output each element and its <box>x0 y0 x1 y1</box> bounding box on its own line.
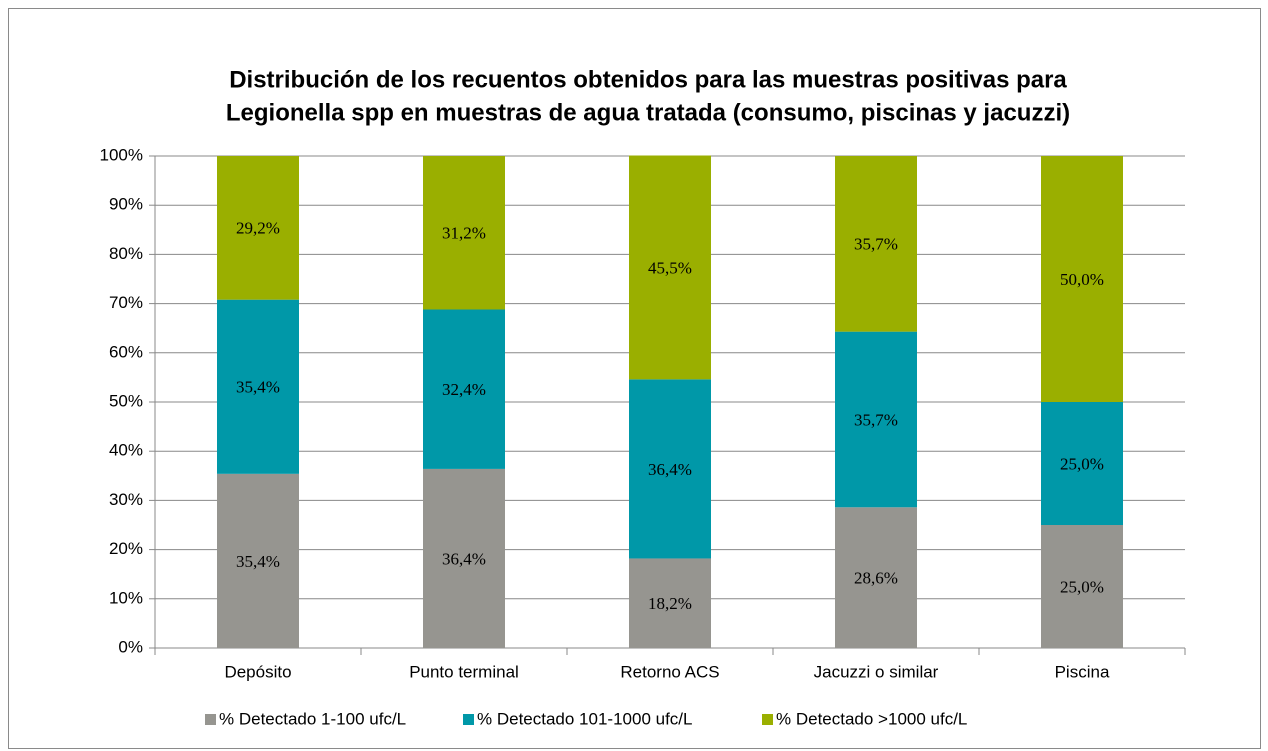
bar-segment <box>835 507 917 648</box>
value-label: 25,0% <box>1060 577 1104 596</box>
value-label: 36,4% <box>442 549 486 568</box>
legend-label: % Detectado >1000 ufc/L <box>776 709 967 728</box>
y-tick-label: 10% <box>109 588 143 607</box>
bar-segment <box>835 331 917 508</box>
x-tick-label: Jacuzzi o similar <box>814 662 939 681</box>
value-label: 35,4% <box>236 378 280 397</box>
value-label: 50,0% <box>1060 270 1104 289</box>
bar-segment <box>423 156 505 310</box>
value-label: 35,7% <box>854 235 898 254</box>
bar-segment <box>423 468 505 648</box>
x-tick-label: Depósito <box>224 662 291 681</box>
y-tick-label: 30% <box>109 490 143 509</box>
bar-segment <box>1041 525 1123 648</box>
legend-label: % Detectado 101-1000 ufc/L <box>477 709 692 728</box>
value-label: 25,0% <box>1060 454 1104 473</box>
value-label: 32,4% <box>442 380 486 399</box>
value-label: 31,2% <box>442 224 486 243</box>
y-tick-label: 50% <box>109 391 143 410</box>
value-label: 28,6% <box>854 569 898 588</box>
y-tick-label: 60% <box>109 342 143 361</box>
x-tick-label: Retorno ACS <box>620 662 719 681</box>
legend-swatch <box>463 714 474 725</box>
bar-segment <box>217 156 299 300</box>
x-tick-label: Punto terminal <box>409 662 519 681</box>
legend-label: % Detectado 1-100 ufc/L <box>219 709 406 728</box>
legend-swatch <box>205 714 216 725</box>
bar-segment <box>1041 156 1123 402</box>
value-label: 35,4% <box>236 552 280 571</box>
bar-segment <box>217 473 299 648</box>
value-label: 36,4% <box>648 460 692 479</box>
bar-segment <box>629 379 711 559</box>
chart-title: Legionella spp en muestras de agua trata… <box>226 99 1070 126</box>
y-tick-label: 0% <box>118 637 143 656</box>
bar-segment <box>423 309 505 469</box>
y-tick-label: 70% <box>109 293 143 312</box>
y-tick-label: 100% <box>100 145 143 164</box>
y-tick-label: 90% <box>109 195 143 214</box>
value-label: 29,2% <box>236 219 280 238</box>
bar-segment <box>629 558 711 648</box>
bar-segment <box>835 156 917 332</box>
bar-segment <box>1041 402 1123 525</box>
bar-segment <box>629 155 711 380</box>
y-tick-label: 80% <box>109 244 143 263</box>
value-label: 18,2% <box>648 594 692 613</box>
legend-swatch <box>762 714 773 725</box>
value-label: 45,5% <box>648 258 692 277</box>
bar-segment <box>217 299 299 474</box>
x-tick-label: Piscina <box>1055 662 1110 681</box>
value-label: 35,7% <box>854 410 898 429</box>
y-tick-label: 40% <box>109 441 143 460</box>
y-tick-label: 20% <box>109 539 143 558</box>
chart-title: Distribución de los recuentos obtenidos … <box>229 66 1067 93</box>
